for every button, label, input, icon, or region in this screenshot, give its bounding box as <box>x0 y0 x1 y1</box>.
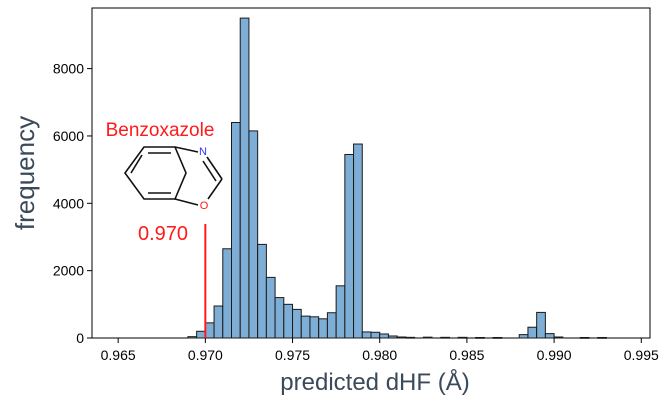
bond-n-c <box>206 156 223 180</box>
histogram-bars <box>187 17 607 339</box>
histogram-bar <box>196 330 206 339</box>
y-tick-label: 6000 <box>53 128 84 144</box>
histogram-bar <box>231 121 241 339</box>
histogram-bar <box>344 153 355 339</box>
histogram-bar <box>187 336 198 339</box>
x-tick-label: 0.985 <box>449 347 484 363</box>
double-bond <box>202 160 217 182</box>
histogram-bar <box>318 318 328 339</box>
x-axis-ticks: 0.965 0.970 0.975 0.980 0.985 0.990 0.995 <box>101 338 659 363</box>
histogram-bar <box>370 331 381 339</box>
benzene-ring <box>124 146 187 200</box>
histogram-bar <box>309 316 320 339</box>
plot-frame <box>91 7 651 339</box>
bond-o-c <box>174 198 199 206</box>
histogram-bar <box>257 243 267 339</box>
histogram-bar <box>326 312 337 339</box>
y-tick-label: 2000 <box>53 263 84 279</box>
y-tick-label: 0 <box>76 330 84 346</box>
x-tick-label: 0.995 <box>624 347 659 363</box>
x-tick-label: 0.975 <box>275 347 310 363</box>
histogram-bar <box>274 297 285 339</box>
histogram-bar <box>597 336 607 339</box>
y-axis-ticks: 0 2000 4000 6000 8000 <box>53 61 92 346</box>
histogram-bar <box>536 311 546 339</box>
histogram-bar <box>353 143 363 339</box>
y-tick-label: 8000 <box>53 61 84 77</box>
histogram-bar <box>213 305 224 339</box>
histogram-bar <box>379 333 389 339</box>
compound-value-label: 0.970 <box>138 223 188 245</box>
histogram-bar <box>553 336 564 339</box>
x-axis-title: predicted dHF (Å) <box>280 368 469 396</box>
histogram-bar <box>222 248 232 339</box>
histogram-bar <box>422 336 433 339</box>
compound-name: Benzoxazole <box>106 120 215 141</box>
benzoxazole-structure-icon <box>124 146 223 206</box>
x-tick-label: 0.980 <box>362 347 397 363</box>
histogram-bar <box>265 276 276 339</box>
histogram-bar <box>527 326 538 339</box>
oxygen-atom-label: O <box>200 200 209 212</box>
histogram-bar <box>292 308 302 339</box>
histogram-bar <box>204 322 215 339</box>
y-axis-title: frequency <box>10 116 40 230</box>
x-tick-label: 0.965 <box>101 347 136 363</box>
bond-c-o <box>207 178 223 200</box>
histogram-bar <box>387 335 398 339</box>
histogram-bar <box>300 315 311 339</box>
histogram-bar <box>405 336 416 339</box>
histogram-bar <box>248 130 259 339</box>
histogram-bar <box>457 336 468 339</box>
histogram-bar <box>579 336 590 339</box>
histogram-bar <box>361 331 372 339</box>
nitrogen-atom-label: N <box>199 146 207 158</box>
x-tick-label: 0.970 <box>188 347 223 363</box>
histogram-bar <box>396 336 407 339</box>
y-tick-label: 4000 <box>53 195 84 211</box>
bond-c-n <box>174 146 199 153</box>
x-tick-label: 0.990 <box>537 347 572 363</box>
double-bond <box>130 154 143 174</box>
histogram-bar <box>335 285 346 339</box>
histogram-bar <box>544 333 555 339</box>
histogram-bar <box>518 334 529 339</box>
histogram-bar <box>475 336 485 339</box>
histogram-bar <box>492 336 503 339</box>
histogram-bar <box>239 17 250 339</box>
histogram-bar <box>440 336 450 339</box>
histogram-bar <box>283 303 294 339</box>
